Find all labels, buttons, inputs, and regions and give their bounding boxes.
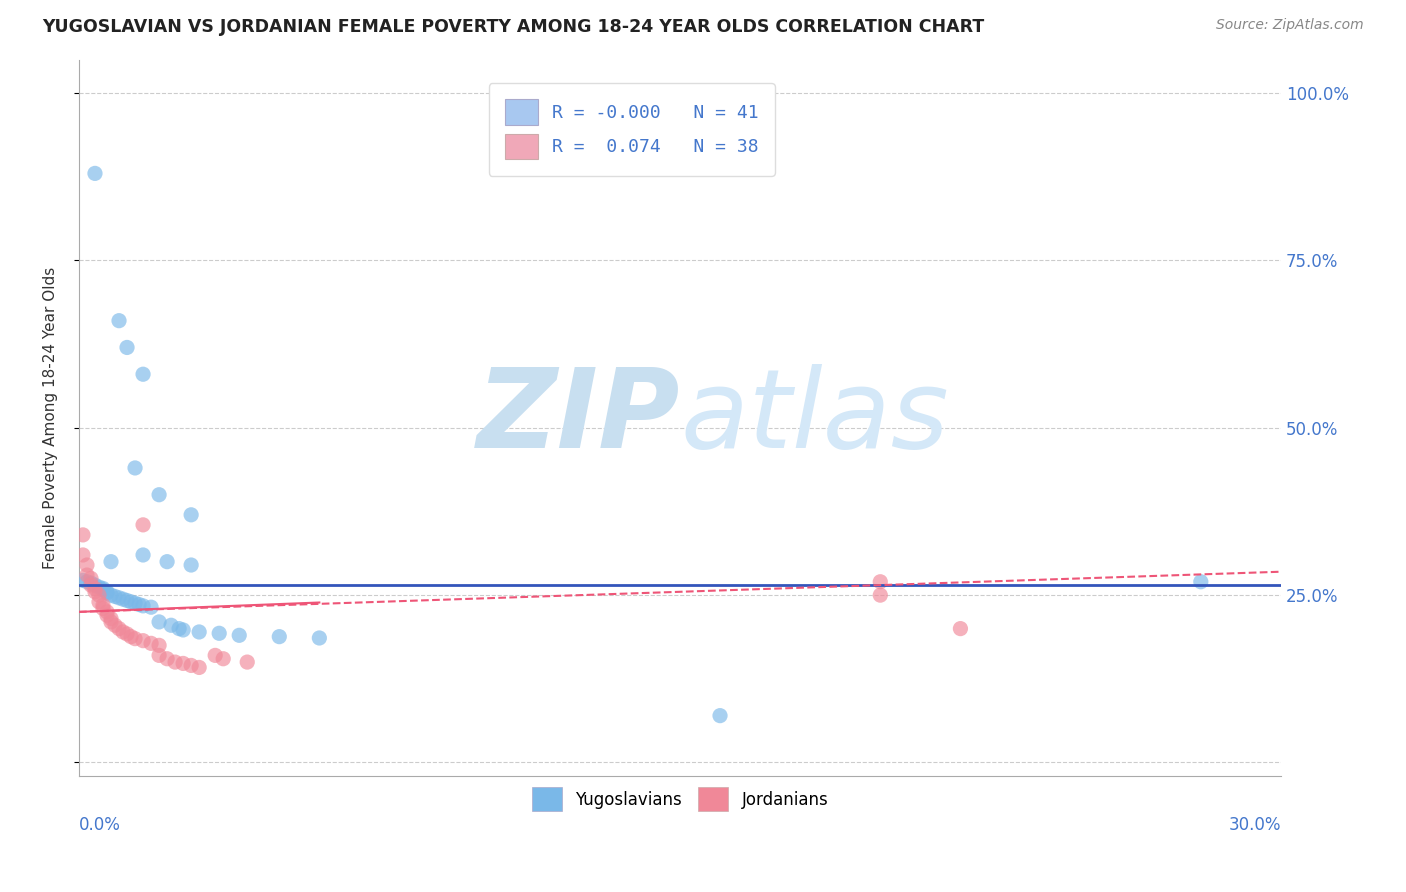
Point [132,517,155,532]
Point [87,588,110,602]
Point [84,584,107,599]
Point [165,655,187,669]
Text: 0.0%: 0.0% [79,816,121,834]
Point [96,605,118,619]
Point [76,558,98,572]
Point [87,580,110,594]
Point [228,628,250,642]
Point [91,598,114,612]
Point [269,630,291,644]
Point [188,660,211,674]
Point [148,488,170,502]
Text: 30.0%: 30.0% [1229,816,1281,834]
Point [91,582,114,596]
Point [148,615,170,629]
Point [132,599,155,613]
Point [156,651,179,665]
Point [128,598,150,612]
Point [167,622,190,636]
Point [115,593,138,607]
Point [91,601,114,615]
Point [112,592,135,607]
Point [112,624,135,639]
Point [308,631,330,645]
Point [180,658,202,673]
Point [100,615,122,629]
Point [124,632,146,646]
Point [72,548,94,562]
Point [1189,574,1212,589]
Point [104,590,127,604]
Point [709,708,731,723]
Point [124,596,146,610]
Point [139,600,162,615]
Point [76,574,98,589]
Point [172,657,194,671]
Point [212,651,235,665]
Point [236,655,259,669]
Point [100,588,122,602]
Point [148,648,170,663]
Text: atlas: atlas [681,364,949,471]
Point [108,314,131,328]
Point [156,555,179,569]
Point [80,578,103,592]
Point [96,608,118,623]
Point [869,588,891,602]
Point [208,626,231,640]
Point [100,611,122,625]
Point [91,582,114,597]
Y-axis label: Female Poverty Among 18-24 Year Olds: Female Poverty Among 18-24 Year Olds [44,267,58,569]
Point [180,508,202,522]
Point [124,461,146,475]
Text: ZIP: ZIP [477,364,681,471]
Point [80,576,103,591]
Point [120,595,142,609]
Point [139,636,162,650]
Point [869,574,891,589]
Point [84,166,107,180]
Point [132,633,155,648]
Point [108,622,131,636]
Point [104,618,127,632]
Point [80,571,103,585]
Point [120,630,142,644]
Point [108,591,131,605]
Point [949,622,972,636]
Point [148,638,170,652]
Point [84,578,107,592]
Point [180,558,202,572]
Point [76,568,98,582]
Text: YUGOSLAVIAN VS JORDANIAN FEMALE POVERTY AMONG 18-24 YEAR OLDS CORRELATION CHART: YUGOSLAVIAN VS JORDANIAN FEMALE POVERTY … [42,18,984,36]
Legend: Yugoslavians, Jordanians: Yugoslavians, Jordanians [524,780,835,818]
Point [132,368,155,382]
Point [115,341,138,355]
Point [84,582,107,596]
Point [172,623,194,637]
Text: Source: ZipAtlas.com: Source: ZipAtlas.com [1216,18,1364,32]
Point [204,648,226,663]
Point [132,548,155,562]
Point [96,586,118,600]
Point [115,627,138,641]
Point [72,574,94,588]
Point [188,624,211,639]
Point [87,595,110,609]
Point [100,555,122,569]
Point [160,618,183,632]
Point [96,584,118,599]
Point [72,528,94,542]
